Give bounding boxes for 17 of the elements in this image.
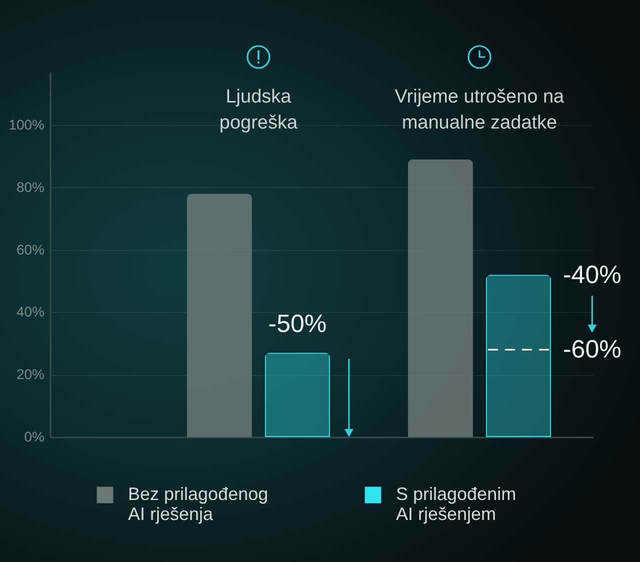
x-tick-label: Ljudska pogreška	[219, 86, 298, 134]
legend-label: Bez prilagođenog AI rješenja	[128, 484, 268, 524]
y-tick-label: 20%	[16, 366, 44, 382]
legend-label: S prilagođenim AI rješenjem	[396, 484, 516, 524]
y-tick-label: 0%	[24, 428, 44, 444]
bar	[486, 274, 551, 437]
bar	[264, 352, 330, 437]
annotation: -40%	[562, 260, 622, 289]
annotation: -50%	[268, 310, 327, 338]
y-tick-label: 40%	[16, 304, 44, 320]
bar	[408, 159, 473, 437]
x-tick-label: Vrijeme utrošeno na manualne zadatke	[394, 86, 565, 134]
y-tick-label: 60%	[16, 241, 44, 258]
annotation: -60%	[562, 336, 622, 364]
y-tick-label: 80%	[16, 178, 44, 195]
bar	[186, 194, 252, 437]
y-tick-label: 100%	[8, 116, 44, 133]
